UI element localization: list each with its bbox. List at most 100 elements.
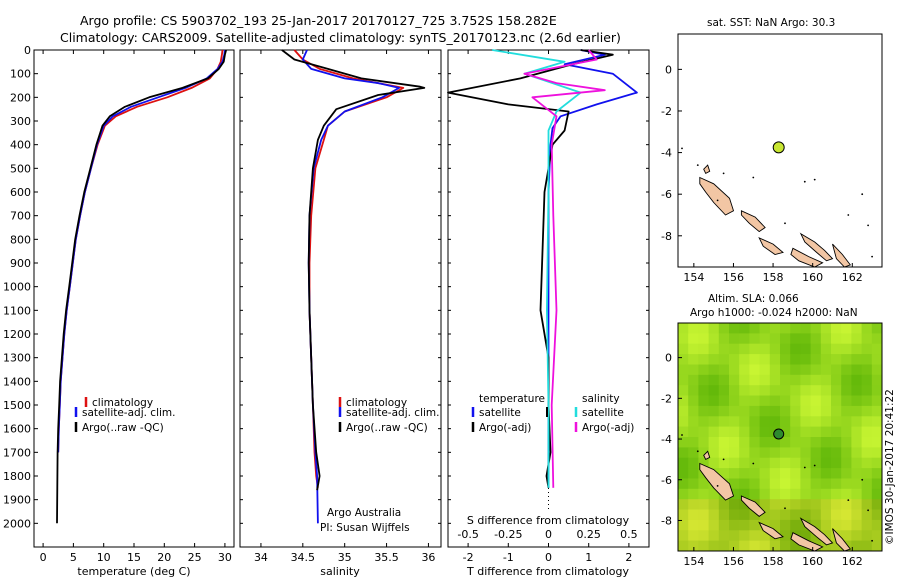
sla-heat-cell [769,468,781,479]
sla-heat-cell [831,333,842,345]
temperature-legend: climatology satellite-adj. clim. Argo(..… [74,397,175,434]
sst-argo-location-marker [772,141,785,154]
sla-heat-cell [708,457,720,469]
sla-heat-cell [861,426,873,438]
difference-legend: temperature satellite Argo(-adj) salinit… [471,393,634,434]
x-tick-label: 34.5 [291,551,316,564]
sla-heat-cell [729,499,740,511]
sla-heat-cell [678,405,689,417]
sla-heat-cell [739,343,750,355]
sla-heat-cell [790,426,801,438]
lat-tick-label: -6 [661,474,672,487]
sla-heat-cell [851,468,863,479]
sla-heat-cell [820,468,832,479]
island-shape [832,243,852,268]
sla-heat-cell [871,385,883,397]
sla-heat-cell [739,385,750,397]
sla-heat-cell [831,519,842,531]
sla-heat-cell [708,354,720,365]
imos-timestamp-label: ©IMOS 30-Jan-2017 20:41:22 [884,389,896,545]
depth-tick-label: 900 [10,257,31,270]
sla-heat-cell [831,478,842,490]
sla-heat-cell [718,499,730,511]
sla-heat-cell [678,333,689,345]
lat-tick-label: -2 [661,105,672,118]
sla-heat-cell [749,333,761,345]
sla-heat-cell [759,426,771,438]
legend-label-climatology: climatology [92,397,153,409]
sla-heat-cell [790,374,801,386]
salinity-legend: climatology satellite-adj. clim. Argo(..… [338,397,439,434]
sla-heat-cell [718,364,730,376]
sla-heat-cell [861,519,873,531]
depth-tick-label: 800 [10,233,31,246]
sla-heat-cell [831,426,842,438]
sla-heat-cell [759,354,771,365]
legend-label-sal-satellite: satellite [582,407,624,419]
sla-heat-cell [861,468,873,479]
x-tick-label: -2 [463,551,474,564]
sla-heat-cell [851,478,863,490]
sla-heat-cell [790,416,801,428]
sla-heat-cell [739,488,750,500]
sla-heat-cell [831,488,842,500]
sla-heat-cell [871,499,883,511]
salinity-panel: 34 34.5 35 35.5 36 salinity climatology sate… [239,49,442,578]
sla-heat-cell [800,488,812,500]
sla-heat-cell [810,519,822,531]
sla-heat-cell [688,488,699,500]
sla-heat-cell [790,457,801,469]
sla-heat-cell [790,447,801,459]
sla-heat-cell [759,488,771,500]
sla-heat-cell [790,509,801,521]
sla-heat-cell [831,364,842,376]
sla-heat-cell [831,509,842,521]
sla-heat-cell [810,343,822,355]
sla-heat-cell [831,354,842,365]
sla-heat-cell [739,540,750,552]
sla-heat-cell [708,437,720,448]
sla-heat-cell [688,374,699,386]
legend-label-temp-argo: Argo(-adj) [479,422,531,434]
legend-label-climatology: climatology [346,397,407,409]
legend-label-sal-argo: Argo(-adj) [582,422,634,434]
sla-heat-cell [851,488,863,500]
island-shape [799,517,834,546]
x-tick-label: 34 [254,551,268,564]
islet-dot [784,507,786,510]
sla-heat-cell [851,354,863,365]
sla-heat-cell [759,416,771,428]
sla-heat-cell [739,416,750,428]
island-shape [740,210,766,233]
sla-heat-cell [851,426,863,438]
sla-heat-cell [871,488,883,500]
sla-heat-cell [698,374,710,386]
sla-heat-cell [851,364,863,376]
sla-heat-cell [820,385,832,397]
sla-heat-cell [790,478,801,490]
sla-heat-cell [769,478,781,490]
island-shape [699,462,735,501]
sla-heat-cell [678,385,689,397]
sla-heat-cell [810,416,822,428]
sla-heat-cell [749,374,761,386]
sla-heat-cell [698,323,710,334]
lat-tick-label: 0 [665,63,672,76]
lon-tick-label: 162 [842,555,863,568]
sla-heat-cell [861,323,873,334]
sla-heat-cell [749,447,761,459]
sla-heat-cell [780,416,791,428]
islet-dot [716,199,719,202]
top-tick-label: -0.25 [494,528,522,541]
sla-heat-cell [800,323,812,334]
depth-tick-label: 1200 [3,328,31,341]
sla-heat-cell [698,395,710,407]
sla-heat-cell [678,416,689,428]
sla-heat-cell [688,499,699,511]
sla-heat-cell [820,509,832,521]
sla-heat-cell [708,530,720,542]
sla-heat-cell [739,364,750,376]
sla-heat-cell [780,509,791,521]
difference-panel: -2 -1 0 1 2 T difference from climatology S … [447,49,650,578]
